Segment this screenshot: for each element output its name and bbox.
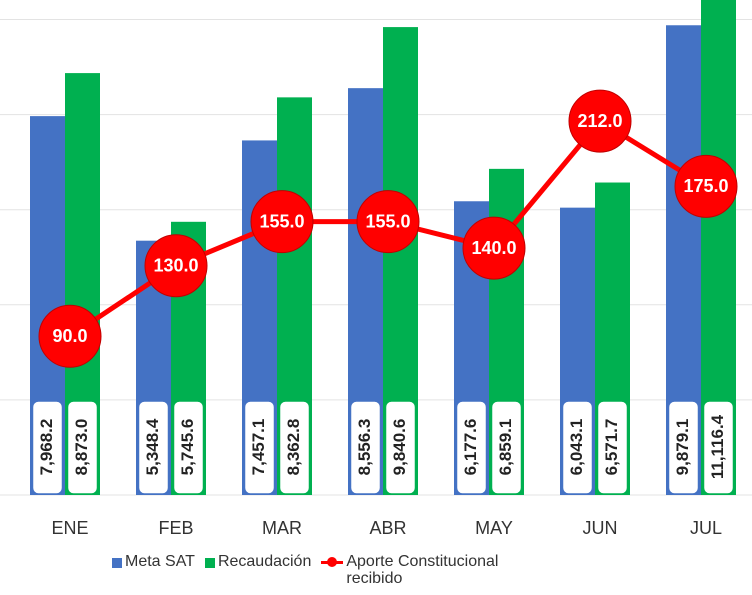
point xyxy=(38,304,102,368)
legend-label: Aporte Constitucional recibido xyxy=(346,553,499,587)
point-label: 140.0 xyxy=(471,238,516,258)
legend-swatch xyxy=(204,558,215,568)
x-tick-label: MAR xyxy=(262,518,302,538)
value-label: 6,177.6 xyxy=(461,419,480,476)
value-label-box xyxy=(31,400,64,495)
value-label: 9,840.6 xyxy=(390,419,409,476)
x-tick-label: ENE xyxy=(51,518,88,538)
point-label: 90.0 xyxy=(52,326,87,346)
plot: ENE 7,968.2 8,873.0 FEB 5,348.4 5,745.6 MAR 7,4… xyxy=(0,0,752,538)
point xyxy=(462,216,526,280)
x-tick-label: ABR xyxy=(369,518,406,538)
value-label: 9,879.1 xyxy=(673,419,692,476)
point-label: 130.0 xyxy=(153,255,198,275)
value-label-box xyxy=(455,400,488,495)
value-label-box xyxy=(243,400,276,495)
point-label: 155.0 xyxy=(259,211,304,231)
point xyxy=(144,234,208,298)
legend-item: Recaudación xyxy=(204,553,312,570)
value-label-box xyxy=(137,400,170,495)
value-label-box xyxy=(490,400,523,495)
legend-swatch xyxy=(321,557,344,567)
value-label: 5,745.6 xyxy=(178,419,197,476)
legend-label: Meta SAT xyxy=(125,553,195,570)
value-label: 6,859.1 xyxy=(496,419,515,476)
value-label: 8,556.3 xyxy=(355,419,374,476)
value-label: 7,457.1 xyxy=(249,419,268,476)
point xyxy=(356,190,420,254)
x-tick-label: MAY xyxy=(475,518,513,538)
value-label-box xyxy=(702,400,735,495)
value-label-box xyxy=(596,400,629,495)
legend: Meta SAT Recaudación Aporte Constitucional… xyxy=(112,553,546,587)
value-label: 6,043.1 xyxy=(567,419,586,476)
value-label: 8,362.8 xyxy=(284,419,303,476)
legend-swatch xyxy=(112,558,122,568)
x-tick-label: JUN xyxy=(583,518,618,538)
value-label-box xyxy=(384,400,417,495)
value-label: 7,968.2 xyxy=(37,419,56,476)
x-tick-label: JUL xyxy=(690,518,722,538)
x-tick-label: FEB xyxy=(158,518,193,538)
value-label-box xyxy=(667,400,700,495)
legend-item: Meta SAT xyxy=(112,553,195,570)
value-label-box xyxy=(172,400,205,495)
value-label: 6,571.7 xyxy=(602,419,621,476)
value-label: 8,873.0 xyxy=(72,419,91,476)
point-label: 175.0 xyxy=(683,176,728,196)
value-label-box xyxy=(66,400,99,495)
point xyxy=(568,89,632,153)
value-label: 11,116.4 xyxy=(708,414,727,479)
legend-label: Recaudación xyxy=(217,553,312,570)
point-label: 155.0 xyxy=(365,211,410,231)
legend-item: Aporte Constitucional recibido xyxy=(321,553,546,587)
value-label-box xyxy=(278,400,311,495)
value-label: 5,348.4 xyxy=(143,418,162,475)
point-label: 212.0 xyxy=(577,111,622,131)
value-label-box xyxy=(349,400,382,495)
value-label-box xyxy=(561,400,594,495)
point xyxy=(674,154,738,218)
point xyxy=(250,190,314,254)
